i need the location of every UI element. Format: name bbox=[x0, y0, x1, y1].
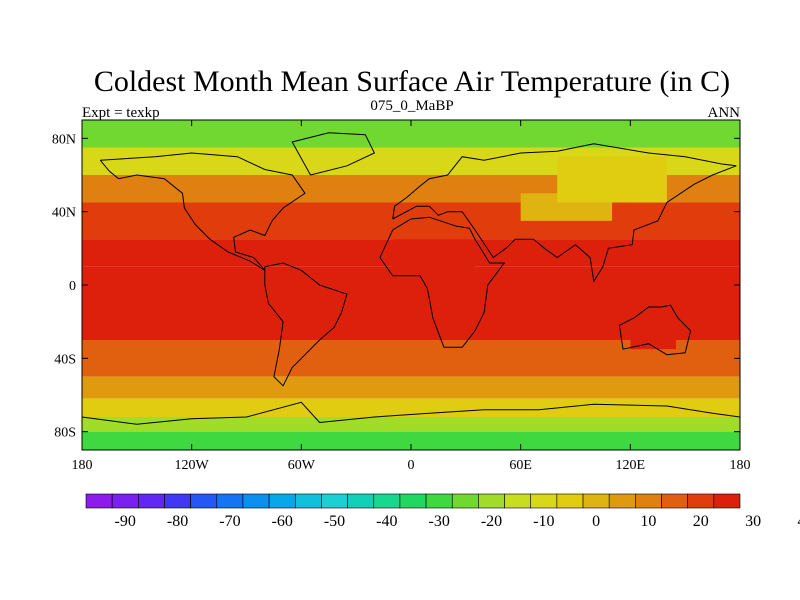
coastline bbox=[99, 152, 306, 271]
colorbar-swatch bbox=[242, 493, 270, 509]
temperature-band bbox=[82, 431, 740, 450]
colorbar-swatch bbox=[85, 493, 113, 509]
coastline bbox=[82, 401, 740, 425]
colorbar-swatch bbox=[504, 493, 532, 509]
colorbar-swatch bbox=[347, 493, 375, 509]
period-label: 075_0_MaBP bbox=[370, 98, 453, 114]
colorbar-label: -10 bbox=[533, 513, 554, 530]
coastline bbox=[379, 216, 506, 348]
colorbar-swatch bbox=[111, 493, 139, 509]
colorbar-swatch bbox=[687, 493, 715, 509]
experiment-label: Expt = texkp bbox=[82, 105, 160, 121]
map-plot-area bbox=[82, 120, 740, 450]
colorbar-swatch bbox=[399, 493, 427, 509]
colorbar-swatch bbox=[661, 493, 688, 509]
lon-tick-label: 120E bbox=[616, 458, 646, 473]
colorbar-label: -80 bbox=[167, 513, 188, 530]
colorbar-swatch bbox=[582, 493, 610, 509]
temperature-field bbox=[82, 120, 740, 450]
colorbar-label: 20 bbox=[693, 513, 709, 530]
colorbar-label: -40 bbox=[376, 513, 397, 530]
lon-tick-label: 180 bbox=[730, 458, 751, 473]
temperature-band bbox=[82, 376, 740, 399]
colorbar-swatch bbox=[216, 493, 244, 509]
lat-tick-label: 80N bbox=[52, 132, 76, 147]
coastline bbox=[291, 132, 376, 176]
lon-tick-label: 0 bbox=[408, 458, 415, 473]
map-axes: 180 120W 60W 0 60E 120E 180 80N 40N 0 40S 80S bbox=[52, 120, 751, 473]
colorbar-swatch bbox=[530, 493, 558, 509]
colorbar-label: -50 bbox=[324, 513, 345, 530]
lat-tick-label: 0 bbox=[69, 279, 76, 294]
season-label: ANN bbox=[708, 105, 741, 121]
colorbar-swatch bbox=[268, 493, 296, 509]
colorbar-swatch bbox=[451, 493, 479, 509]
colorbar-swatch bbox=[556, 493, 584, 509]
colorbar-swatch bbox=[713, 493, 741, 509]
lat-tick-label: 80S bbox=[54, 426, 76, 441]
lon-tick-label: 180 bbox=[72, 458, 93, 473]
colorbar-label: 0 bbox=[592, 513, 600, 530]
colorbar-label: -60 bbox=[272, 513, 293, 530]
colorbar-swatch bbox=[478, 493, 505, 509]
coastline bbox=[264, 262, 348, 387]
map-title: Coldest Month Mean Surface Air Temperatu… bbox=[94, 65, 730, 98]
colorbar-swatch bbox=[373, 493, 401, 509]
colorbar-swatch bbox=[164, 493, 191, 509]
temperature-patch bbox=[292, 275, 338, 304]
colorbar-swatch bbox=[425, 493, 453, 509]
colorbar-swatch bbox=[294, 493, 322, 509]
colorbar-label: -90 bbox=[115, 513, 136, 530]
lon-tick-label: 60W bbox=[288, 458, 316, 473]
temperature-band bbox=[82, 417, 740, 432]
colorbar-label: -70 bbox=[219, 513, 240, 530]
lon-tick-label: 120W bbox=[175, 458, 210, 473]
colorbar-label: 40 bbox=[797, 513, 800, 530]
colorbar-label: -20 bbox=[481, 513, 502, 530]
lon-tick-label: 60E bbox=[509, 458, 532, 473]
coastline bbox=[618, 304, 692, 356]
temperature-patch bbox=[392, 239, 475, 304]
colorbar-swatch bbox=[608, 493, 636, 509]
temperature-band bbox=[82, 202, 740, 240]
colorbar-label: 10 bbox=[640, 513, 656, 530]
coastline bbox=[392, 143, 737, 283]
colorbar-swatch bbox=[138, 493, 165, 509]
temperature-patch bbox=[557, 156, 667, 203]
colorbar-swatch bbox=[190, 493, 218, 509]
colorbar-swatch bbox=[635, 493, 662, 509]
colorbar-label: 30 bbox=[745, 513, 761, 530]
coastlines bbox=[82, 132, 740, 425]
temperature-patch bbox=[630, 321, 677, 350]
colorbar-label: -30 bbox=[429, 513, 450, 530]
temperature-band bbox=[82, 398, 740, 417]
lat-tick-label: 40N bbox=[52, 206, 76, 221]
lat-tick-label: 40S bbox=[54, 352, 76, 367]
colorbar-swatch bbox=[321, 493, 348, 509]
colorbar: -90-80-70-60-50-40-30-20-1001020304050 bbox=[85, 493, 800, 530]
